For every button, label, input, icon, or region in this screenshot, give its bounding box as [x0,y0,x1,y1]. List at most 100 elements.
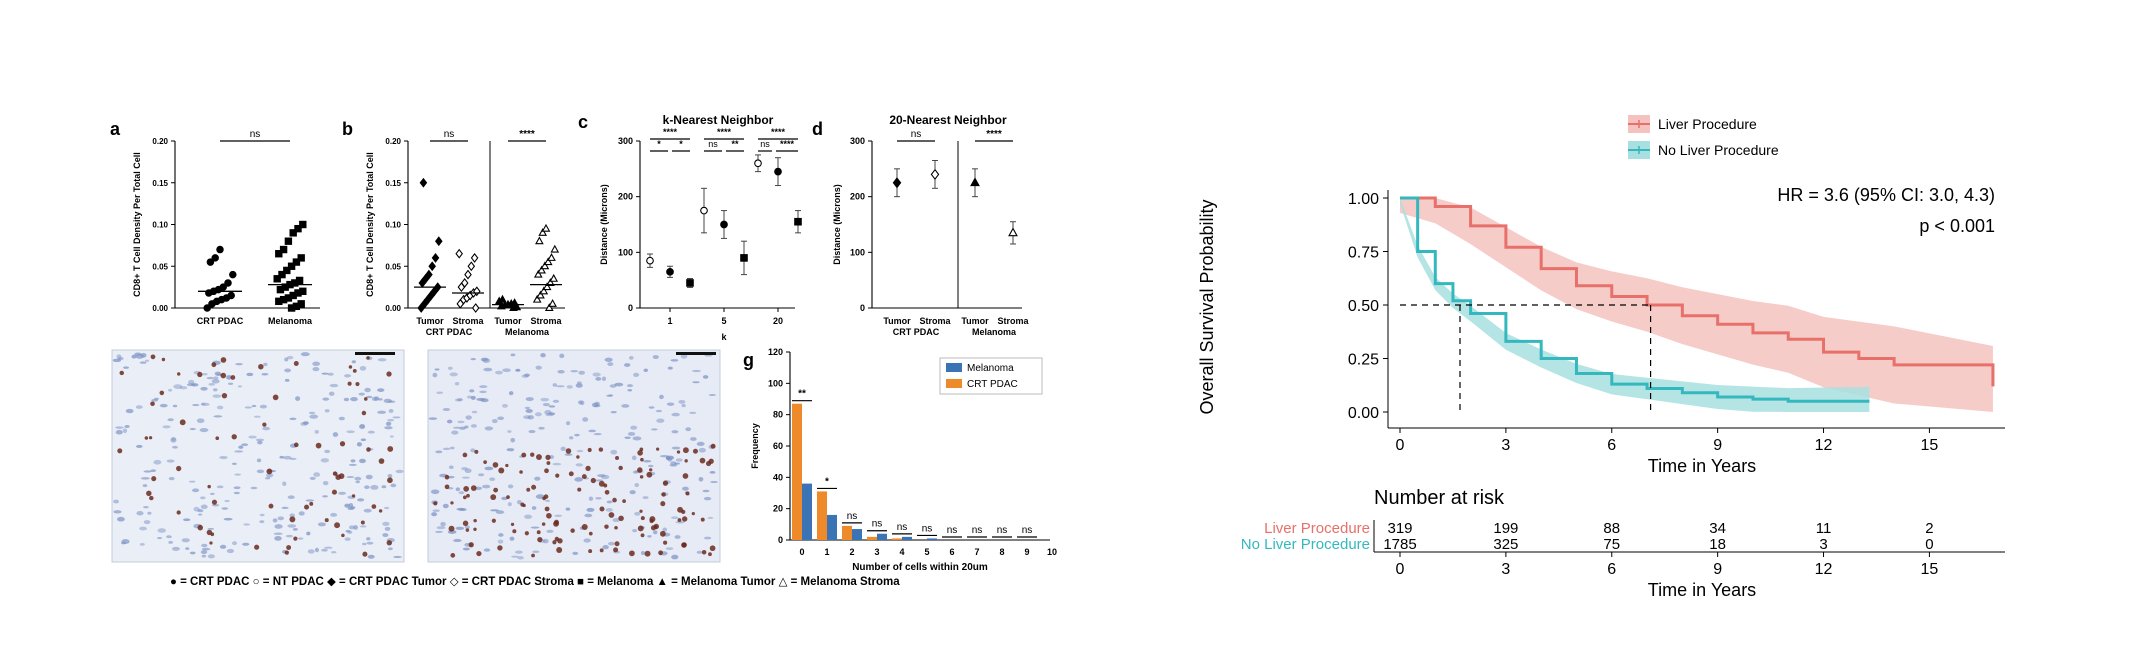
histology-cd8-cell [556,547,563,554]
histology-nucleus [632,528,637,533]
histology-nucleus [363,508,372,513]
panel-d-errorbar: 20-Nearest Neighbor 0 100 200 300 Distance (M… [832,113,1029,337]
histology-nucleus [559,353,565,359]
histology-nucleus [201,547,211,551]
histology-nucleus [605,508,613,512]
histology-cd8-cell [293,361,299,366]
histology-nucleus [633,372,640,378]
risk-table-cell: 325 [1493,536,1518,553]
histology-nucleus [168,476,175,481]
histology-cd8-cell [613,547,619,553]
histology-cd8-cell [366,447,371,452]
histology-cd8-cell [640,516,645,521]
histology-cd8-cell [684,459,688,463]
histology-nucleus [552,383,558,387]
histology-cd8-cell [598,447,604,452]
histology-cd8-cell [581,474,587,480]
histology-nucleus [384,506,390,510]
histology-cd8-cell [335,474,341,480]
histology-cd8-cell [473,527,477,531]
histology-cd8-cell [519,470,523,474]
histology-cd8-cell [570,528,575,533]
histology-cd8-cell [552,540,557,545]
histology-nucleus [667,366,673,370]
histology-nucleus [530,526,540,529]
histology-nucleus [196,418,205,424]
histology-nucleus [366,541,374,545]
histology-nucleus [168,540,173,544]
histology-nucleus [265,477,271,480]
histology-nucleus [552,462,562,466]
histology-nucleus [374,396,380,401]
histology-nucleus [143,520,151,525]
panel-b-point [536,290,545,299]
panel-g-x-tick-label: 10 [1047,547,1057,557]
histology-nucleus [538,426,545,430]
survival-ci-band-no-liver [1400,198,1870,412]
histology-nucleus [357,498,365,502]
histology-cd8-cell [493,487,499,493]
histology-nucleus [153,459,162,465]
histology-cd8-cell [448,525,455,532]
histology-nucleus [682,486,689,491]
histology-nucleus [457,398,463,402]
panel-a-point [294,224,302,233]
histology-nucleus [534,476,541,481]
histology-nucleus [470,358,477,361]
histology-nucleus [210,492,215,496]
histology-cd8-cell [492,462,499,468]
histology-cd8-cell [709,545,716,552]
panel-b-point [464,269,472,280]
risk-table-cell: 319 [1387,520,1412,537]
histology-nucleus [592,372,601,377]
histology-nucleus [465,415,472,420]
panel-d-x-tick-label: Stroma [997,316,1029,326]
histology-cd8-cell [520,502,525,507]
histology-nucleus [647,464,654,468]
histology-nucleus [359,423,365,429]
histology-nucleus [707,516,714,519]
survival-p-annotation: p < 0.001 [1919,216,1995,236]
histology-cd8-cell [663,540,668,545]
panel-d-group-label: Melanoma [972,327,1017,337]
histology-cd8-cell [545,454,551,460]
histology-nucleus [703,536,712,540]
histology-nucleus [292,528,298,531]
histology-nucleus [428,417,438,421]
risk-table-x-tick-label: 6 [1607,561,1616,578]
histology-cd8-cell [659,530,666,537]
histology-nucleus [377,410,387,414]
histology-cd8-cell [546,461,551,465]
panel-b-point [455,248,463,259]
survival-x-tick-label: 9 [1713,437,1722,454]
histology-nucleus [624,363,631,367]
survival-y-tick-label: 0.50 [1348,298,1379,315]
panel-a-point [279,245,288,254]
histology-nucleus [306,531,311,536]
scale-bar-f [676,352,716,355]
histology-nucleus [124,425,130,428]
histology-nucleus [442,447,451,451]
histology-nucleus [464,425,469,429]
histology-nucleus [455,526,465,530]
panel-b-point [428,261,436,272]
histology-nucleus [583,538,591,543]
histology-cd8-cell [710,443,716,449]
histology-nucleus [464,468,472,474]
histology-nucleus [279,455,285,459]
panel-g-x-tick-label: 1 [824,547,829,557]
panel-a-point [299,220,307,229]
panel-d-y-tick-label: 100 [850,247,865,257]
panel-c-sig-5b-label: ns [708,139,718,149]
histology-nucleus [634,483,639,488]
panel-b-point [539,286,549,295]
histology-nucleus [265,473,274,478]
histology-cd8-cell [207,484,211,489]
histology-nucleus [248,435,257,439]
histology-cd8-cell [351,494,356,498]
histology-nucleus [574,433,580,437]
histology-nucleus [166,535,172,539]
histology-nucleus [659,394,664,400]
histology-nucleus [588,429,596,433]
histology-nucleus [470,395,476,400]
